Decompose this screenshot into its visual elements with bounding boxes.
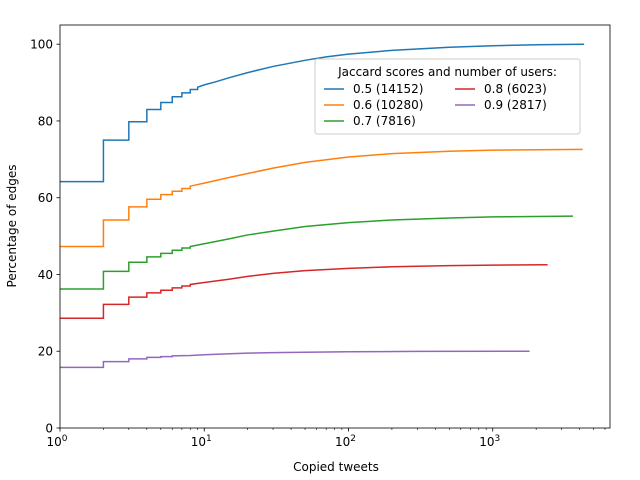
legend-label-2: 0.7 (7816) [353, 114, 416, 128]
y-tick-label-4: 80 [38, 114, 53, 128]
x-tick-label-1: 101 [191, 434, 212, 449]
x-tick-label-3: 103 [479, 434, 500, 449]
x-tick-label-0: 100 [46, 434, 67, 449]
y-tick-label-2: 40 [38, 268, 53, 282]
legend: Jaccard scores and number of users: 0.5 (… [314, 58, 581, 135]
x-axis-label: Copied tweets [293, 460, 379, 474]
legend-box [314, 58, 581, 135]
y-tick-label-0: 0 [45, 422, 53, 436]
series-line-4 [60, 350, 530, 369]
series-line-0 [60, 43, 585, 183]
y-tick-label-1: 20 [38, 345, 53, 359]
series-layer [60, 43, 585, 369]
legend-label-1: 0.6 (10280) [353, 98, 423, 112]
y-tick-label-3: 60 [38, 191, 53, 205]
legend-label-0: 0.5 (14152) [353, 82, 423, 96]
legend-title: Jaccard scores and number of users: [337, 65, 557, 79]
series-line-1 [60, 148, 583, 248]
legend-label-4: 0.9 (2817) [484, 98, 547, 112]
legend-label-3: 0.8 (6023) [484, 82, 547, 96]
y-tick-label-5: 100 [30, 38, 53, 52]
axes-frame [59, 24, 611, 429]
series-line-2 [60, 215, 573, 290]
y-axis-label: Percentage of edges [5, 165, 19, 288]
axes-layer: 0 20 40 60 80 100 100 101 102 103 [30, 24, 611, 449]
x-tick-label-2: 102 [335, 434, 356, 449]
series-line-3 [60, 263, 548, 319]
